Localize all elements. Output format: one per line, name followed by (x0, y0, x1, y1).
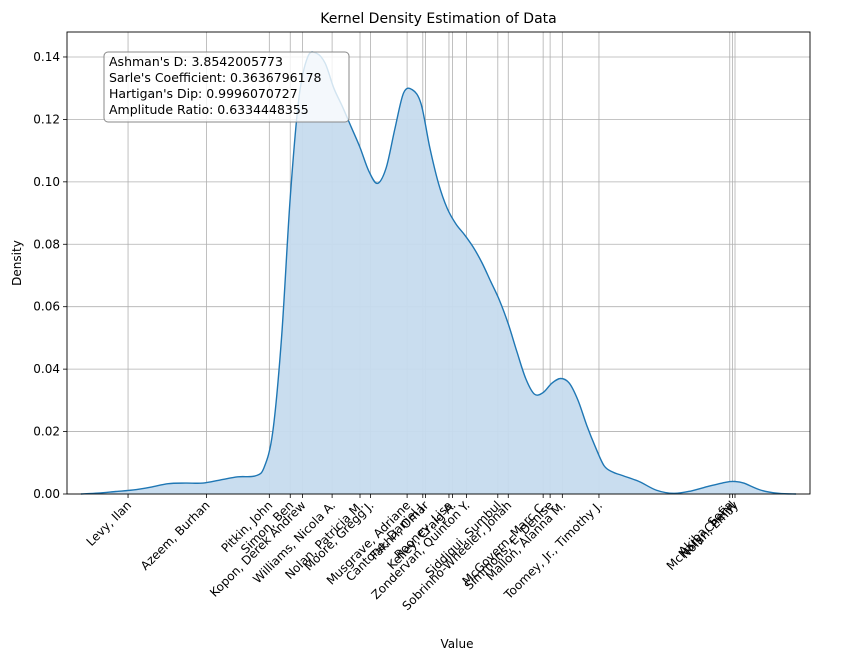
stat-hartigans-dip: Hartigan's Dip: 0.9996070727 (109, 86, 298, 101)
y-axis-label: Density (10, 240, 24, 286)
y-tick-label: 0.12 (33, 112, 60, 126)
y-tick-label: 0.06 (33, 300, 60, 314)
chart-title: Kernel Density Estimation of Data (320, 11, 556, 27)
x-axis-label: Value (441, 637, 474, 651)
stats-box-frame (103, 51, 350, 123)
y-tick-label: 0.00 (33, 487, 60, 501)
stats-box: Ashman's D: 3.8542005773 Sarle's Coeffic… (103, 51, 350, 123)
kde-line (80, 51, 797, 495)
stat-amplitude-ratio: Amplitude Ratio: 0.6334448355 (109, 102, 309, 117)
plot-frame (66, 31, 811, 495)
y-axis-ticks: 0.00 0.02 0.04 0.06 0.08 0.10 0.12 0.14 (33, 50, 67, 501)
stat-ashmans-d: Ashman's D: 3.8542005773 (109, 54, 283, 69)
y-tick-label: 0.10 (33, 175, 60, 189)
kde-fill-area (80, 51, 797, 494)
y-tick-label: 0.04 (33, 362, 60, 376)
stat-sarles-coefficient: Sarle's Coefficient: 0.3636796178 (109, 70, 322, 85)
y-tick-label: 0.14 (33, 50, 60, 64)
y-tick-label: 0.08 (33, 237, 60, 251)
y-tick-label: 0.02 (33, 425, 60, 439)
